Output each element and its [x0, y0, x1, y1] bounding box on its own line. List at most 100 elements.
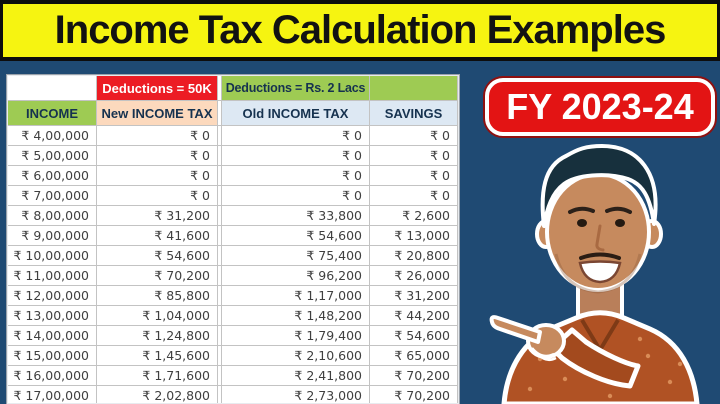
- cell-new-tax: ₹ 0: [97, 186, 218, 206]
- eyebrow-right: [605, 206, 632, 214]
- table-row: ₹ 12,00,000 ₹ 85,800 ₹ 1,17,000 ₹ 31,200: [8, 286, 458, 306]
- cell-old-tax: ₹ 54,600: [222, 226, 370, 246]
- cell-new-tax: ₹ 1,71,600: [97, 366, 218, 386]
- column-spacer: [218, 286, 222, 306]
- column-header-row: INCOME New INCOME TAX Old INCOME TAX SAV…: [8, 101, 458, 126]
- table-row: ₹ 4,00,000 ₹ 0 ₹ 0 ₹ 0: [8, 126, 458, 146]
- cell-old-tax: ₹ 0: [222, 186, 370, 206]
- column-spacer: [218, 126, 222, 146]
- savings-deduction-header-cell: [370, 76, 458, 101]
- cell-new-tax: ₹ 1,04,000: [97, 306, 218, 326]
- cell-savings: ₹ 54,600: [370, 326, 458, 346]
- cell-old-tax: ₹ 33,800: [222, 206, 370, 226]
- cell-old-tax: ₹ 1,17,000: [222, 286, 370, 306]
- cell-savings: ₹ 0: [370, 166, 458, 186]
- eyebrow-left: [568, 206, 595, 214]
- table-body: ₹ 4,00,000 ₹ 0 ₹ 0 ₹ 0 ₹ 5,00,000 ₹ 0 ₹ 0 ₹ 0 ₹ …: [8, 126, 458, 403]
- beard-shadow: [554, 253, 642, 294]
- cell-income: ₹ 11,00,000: [8, 266, 97, 286]
- cell-savings: ₹ 31,200: [370, 286, 458, 306]
- nose: [595, 224, 605, 252]
- cell-savings: ₹ 2,600: [370, 206, 458, 226]
- cell-income: ₹ 6,00,000: [8, 166, 97, 186]
- cell-old-tax: ₹ 2,10,600: [222, 346, 370, 366]
- cell-savings: ₹ 0: [370, 126, 458, 146]
- cell-income: ₹ 16,00,000: [8, 366, 97, 386]
- mustache: [579, 252, 621, 260]
- cell-income: ₹ 9,00,000: [8, 226, 97, 246]
- table-row: ₹ 9,00,000 ₹ 41,600 ₹ 54,600 ₹ 13,000: [8, 226, 458, 246]
- title-banner: Income Tax Calculation Examples: [0, 0, 720, 61]
- cell-new-tax: ₹ 0: [97, 166, 218, 186]
- cell-new-tax: ₹ 70,200: [97, 266, 218, 286]
- cell-new-tax: ₹ 31,200: [97, 206, 218, 226]
- cell-old-tax: ₹ 2,73,000: [222, 386, 370, 403]
- presenter-pointing-hand: [489, 315, 641, 389]
- table-row: ₹ 17,00,000 ₹ 2,02,800 ₹ 2,73,000 ₹ 70,200: [8, 386, 458, 403]
- table-row: ₹ 8,00,000 ₹ 31,200 ₹ 33,800 ₹ 2,600: [8, 206, 458, 226]
- cell-new-tax: ₹ 2,02,800: [97, 386, 218, 403]
- cell-savings: ₹ 13,000: [370, 226, 458, 246]
- savings-column-header: SAVINGS: [370, 101, 458, 126]
- cell-new-tax: ₹ 41,600: [97, 226, 218, 246]
- cell-new-tax: ₹ 0: [97, 146, 218, 166]
- column-spacer: [218, 101, 222, 126]
- eye-right: [615, 219, 625, 227]
- column-spacer: [218, 246, 222, 266]
- table-row: ₹ 13,00,000 ₹ 1,04,000 ₹ 1,48,200 ₹ 44,200: [8, 306, 458, 326]
- column-spacer: [218, 386, 222, 403]
- cell-old-tax: ₹ 75,400: [222, 246, 370, 266]
- cell-savings: ₹ 26,000: [370, 266, 458, 286]
- presenter-photo: [489, 144, 700, 404]
- cell-new-tax: ₹ 0: [97, 126, 218, 146]
- cell-income: ₹ 5,00,000: [8, 146, 97, 166]
- column-spacer: [218, 266, 222, 286]
- empty-header-cell: [8, 76, 97, 101]
- column-spacer: [218, 346, 222, 366]
- cell-new-tax: ₹ 85,800: [97, 286, 218, 306]
- cell-old-tax: ₹ 96,200: [222, 266, 370, 286]
- column-spacer: [218, 226, 222, 246]
- table-row: ₹ 16,00,000 ₹ 1,71,600 ₹ 2,41,800 ₹ 70,200: [8, 366, 458, 386]
- column-spacer: [218, 306, 222, 326]
- cell-savings: ₹ 44,200: [370, 306, 458, 326]
- cell-income: ₹ 17,00,000: [8, 386, 97, 403]
- cell-savings: ₹ 65,000: [370, 346, 458, 366]
- cell-income: ₹ 14,00,000: [8, 326, 97, 346]
- fy-badge-label: FY 2023-24: [506, 86, 694, 127]
- column-spacer: [218, 166, 222, 186]
- cell-old-tax: ₹ 1,48,200: [222, 306, 370, 326]
- column-spacer: [218, 206, 222, 226]
- smile: [578, 260, 622, 284]
- table-row: ₹ 15,00,000 ₹ 1,45,600 ₹ 2,10,600 ₹ 65,000: [8, 346, 458, 366]
- cell-new-tax: ₹ 1,45,600: [97, 346, 218, 366]
- cell-savings: ₹ 0: [370, 186, 458, 206]
- column-spacer: [218, 76, 222, 101]
- column-spacer: [218, 326, 222, 346]
- column-spacer: [218, 366, 222, 386]
- column-spacer: [218, 186, 222, 206]
- cell-new-tax: ₹ 1,24,800: [97, 326, 218, 346]
- cell-savings: ₹ 20,800: [370, 246, 458, 266]
- presenter-hair: [540, 144, 658, 228]
- new-regime-deduction-header: Deductions = 50K: [97, 76, 218, 101]
- new-tax-column-header: New INCOME TAX: [97, 101, 218, 126]
- table-row: ₹ 10,00,000 ₹ 54,600 ₹ 75,400 ₹ 20,800: [8, 246, 458, 266]
- eye-left: [577, 219, 587, 227]
- table-row: ₹ 6,00,000 ₹ 0 ₹ 0 ₹ 0: [8, 166, 458, 186]
- cell-old-tax: ₹ 0: [222, 126, 370, 146]
- cell-old-tax: ₹ 2,41,800: [222, 366, 370, 386]
- cell-new-tax: ₹ 54,600: [97, 246, 218, 266]
- cell-income: ₹ 12,00,000: [8, 286, 97, 306]
- column-spacer: [218, 146, 222, 166]
- cell-income: ₹ 7,00,000: [8, 186, 97, 206]
- cell-savings: ₹ 0: [370, 146, 458, 166]
- old-regime-deduction-header: Deductions = Rs. 2 Lacs: [222, 76, 370, 101]
- table-row: ₹ 14,00,000 ₹ 1,24,800 ₹ 1,79,400 ₹ 54,600: [8, 326, 458, 346]
- table-row: ₹ 11,00,000 ₹ 70,200 ₹ 96,200 ₹ 26,000: [8, 266, 458, 286]
- cell-income: ₹ 8,00,000: [8, 206, 97, 226]
- income-column-header: INCOME: [8, 101, 97, 126]
- cell-old-tax: ₹ 0: [222, 166, 370, 186]
- cell-savings: ₹ 70,200: [370, 386, 458, 403]
- table-row: ₹ 5,00,000 ₹ 0 ₹ 0 ₹ 0: [8, 146, 458, 166]
